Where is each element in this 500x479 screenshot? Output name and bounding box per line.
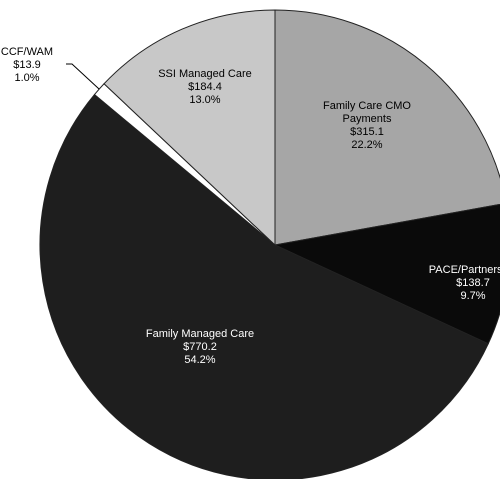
pie-slice: [273, 203, 500, 345]
slice-name: CCF/WAM: [0, 46, 54, 58]
slice-label: PACE/Partnership$138.79.7%: [413, 264, 500, 303]
slice-label: Family Care CMO Payments $315.1 22.2%: [312, 100, 422, 152]
slice-value: $315.1: [350, 126, 384, 138]
pie-slice: [274, 9, 500, 246]
slice-percent: 22.2%: [351, 139, 383, 151]
slice-percent: 9.7%: [460, 290, 486, 302]
slice-name: Family Care CMO Payments: [322, 100, 411, 125]
slice-percent: 54.2%: [184, 354, 216, 366]
slice-value: $13.9: [13, 59, 41, 71]
slice-percent: 1.0%: [14, 72, 40, 84]
slice-value: $138.7: [456, 277, 490, 289]
slice-label: SSI Managed Care $184.4 13.0%: [150, 68, 260, 107]
slice-name: SSI Managed Care: [158, 68, 252, 80]
leader-line: [66, 63, 100, 90]
slice-value: $770.2: [183, 341, 217, 353]
slice-value: $184.4: [188, 81, 222, 93]
slice-label: CCF/WAM $13.9 1.0%: [0, 46, 67, 85]
slice-percent: 13.0%: [189, 94, 221, 106]
slice-label: Family Managed Care $770.2 54.2%: [130, 328, 270, 367]
pie-slice: [103, 9, 276, 247]
slice-name: Family Managed Care: [145, 328, 255, 340]
slice-name: PACE/Partnership: [428, 264, 500, 276]
pie-slice: [39, 93, 489, 479]
